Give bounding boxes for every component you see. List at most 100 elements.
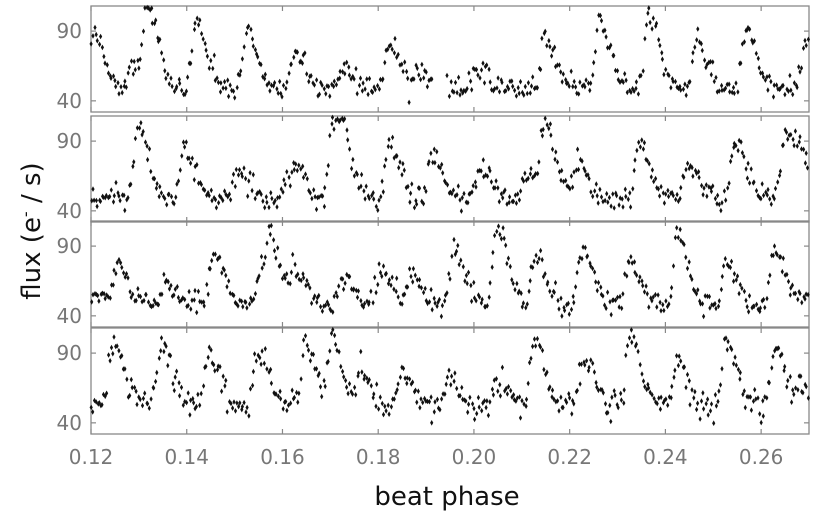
data-point bbox=[681, 239, 685, 246]
data-point bbox=[263, 75, 267, 82]
data-point bbox=[220, 270, 224, 276]
data-point bbox=[700, 47, 704, 54]
data-point bbox=[180, 87, 184, 94]
data-point bbox=[701, 192, 705, 198]
data-point bbox=[656, 186, 660, 192]
data-point bbox=[158, 291, 162, 298]
data-point bbox=[557, 169, 562, 175]
data-point bbox=[589, 263, 593, 269]
data-point bbox=[510, 78, 514, 84]
data-point bbox=[456, 183, 460, 189]
data-point bbox=[259, 61, 263, 68]
data-point bbox=[165, 201, 169, 208]
data-point bbox=[338, 75, 342, 82]
data-point bbox=[367, 195, 371, 202]
data-point bbox=[341, 276, 345, 282]
data-point bbox=[591, 193, 595, 200]
data-point bbox=[415, 65, 419, 72]
data-point bbox=[253, 351, 257, 357]
data-point bbox=[219, 80, 223, 86]
data-point bbox=[276, 90, 280, 97]
data-point bbox=[772, 82, 776, 89]
data-point bbox=[232, 399, 236, 405]
data-point bbox=[403, 291, 407, 298]
data-point bbox=[140, 41, 144, 48]
data-point bbox=[580, 158, 584, 164]
data-point bbox=[490, 386, 494, 393]
data-point bbox=[518, 78, 523, 85]
data-point bbox=[720, 87, 724, 94]
data-point bbox=[114, 270, 118, 277]
data-point bbox=[107, 352, 111, 358]
data-point bbox=[690, 276, 694, 283]
data-point bbox=[761, 398, 765, 404]
data-point bbox=[432, 295, 436, 302]
data-point bbox=[323, 383, 327, 390]
data-point bbox=[117, 91, 121, 97]
data-point bbox=[488, 399, 492, 405]
data-point bbox=[520, 397, 524, 404]
data-point bbox=[521, 300, 525, 306]
data-point bbox=[301, 163, 305, 170]
data-point bbox=[429, 394, 433, 400]
data-point bbox=[457, 261, 461, 268]
data-point bbox=[736, 147, 740, 154]
data-point bbox=[785, 384, 789, 390]
data-point bbox=[762, 296, 766, 303]
data-point bbox=[323, 184, 327, 191]
data-point bbox=[315, 299, 319, 305]
data-point bbox=[255, 191, 259, 197]
data-point bbox=[609, 42, 613, 48]
data-point bbox=[593, 48, 597, 55]
data-point bbox=[140, 402, 145, 409]
data-point bbox=[622, 400, 626, 406]
data-point bbox=[758, 411, 762, 417]
data-point bbox=[746, 160, 750, 167]
data-point bbox=[94, 197, 98, 204]
data-point bbox=[311, 351, 315, 358]
data-point bbox=[783, 127, 787, 133]
data-point bbox=[229, 197, 233, 203]
data-point bbox=[650, 167, 654, 173]
data-point bbox=[186, 74, 190, 81]
data-point bbox=[97, 298, 101, 304]
data-point bbox=[771, 353, 775, 360]
data-point bbox=[754, 187, 759, 194]
data-point bbox=[768, 196, 772, 202]
data-point bbox=[495, 228, 499, 235]
data-point bbox=[478, 75, 482, 81]
data-point bbox=[259, 191, 263, 198]
data-point bbox=[141, 395, 145, 402]
data-point bbox=[641, 282, 645, 289]
data-point bbox=[678, 226, 682, 233]
data-point bbox=[763, 77, 767, 83]
data-point bbox=[249, 26, 253, 33]
data-point bbox=[315, 77, 319, 83]
y-tick-label: 90 bbox=[57, 234, 82, 258]
data-point bbox=[330, 121, 334, 127]
data-point bbox=[247, 178, 251, 184]
data-point bbox=[189, 306, 193, 312]
data-point bbox=[354, 287, 358, 294]
data-point bbox=[806, 36, 810, 43]
data-point bbox=[155, 369, 159, 376]
data-point bbox=[796, 387, 800, 393]
data-point bbox=[389, 282, 393, 289]
data-point bbox=[256, 190, 260, 196]
data-point bbox=[267, 204, 271, 211]
data-point bbox=[718, 382, 723, 388]
data-point bbox=[732, 271, 736, 277]
data-point bbox=[94, 31, 98, 38]
data-point bbox=[640, 278, 644, 284]
data-point bbox=[354, 65, 358, 72]
data-point bbox=[381, 263, 386, 269]
data-point bbox=[716, 303, 721, 310]
data-point bbox=[172, 292, 176, 298]
data-point bbox=[192, 177, 196, 183]
data-point bbox=[588, 87, 592, 94]
data-point bbox=[655, 185, 659, 191]
data-point bbox=[648, 389, 652, 396]
data-point bbox=[289, 61, 293, 68]
data-point bbox=[531, 343, 535, 350]
data-point bbox=[794, 385, 798, 391]
